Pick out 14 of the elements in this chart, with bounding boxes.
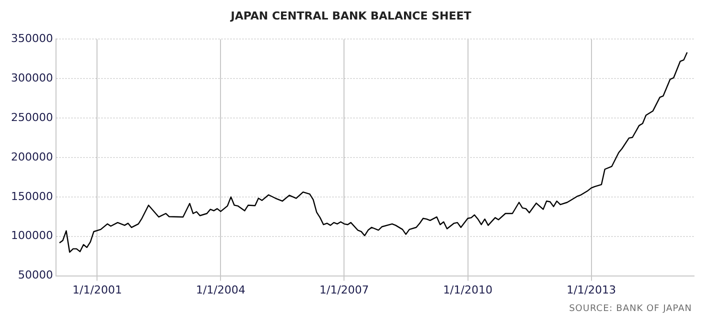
y-tick-label: 350000 [10, 32, 53, 46]
x-tick-label: 1/1/2010 [443, 283, 492, 296]
chart-title: JAPAN CENTRAL BANK BALANCE SHEET [230, 9, 472, 22]
x-tick-label: 1/1/2007 [320, 283, 369, 296]
x-tick-label: 1/1/2001 [72, 283, 122, 296]
y-tick-label: 100000 [10, 229, 53, 242]
y-tick-label: 300000 [10, 71, 53, 84]
x-tick-label: 1/1/2013 [566, 283, 616, 296]
y-tick-label: 250000 [10, 110, 53, 124]
y-tick-label: 50000 [18, 268, 53, 282]
x-tick-label: 1/1/2004 [196, 283, 246, 296]
source-note: SOURCE: BANK OF JAPAN [569, 304, 692, 314]
y-tick-label: 200000 [10, 150, 53, 164]
y-tick-label: 150000 [10, 190, 53, 203]
